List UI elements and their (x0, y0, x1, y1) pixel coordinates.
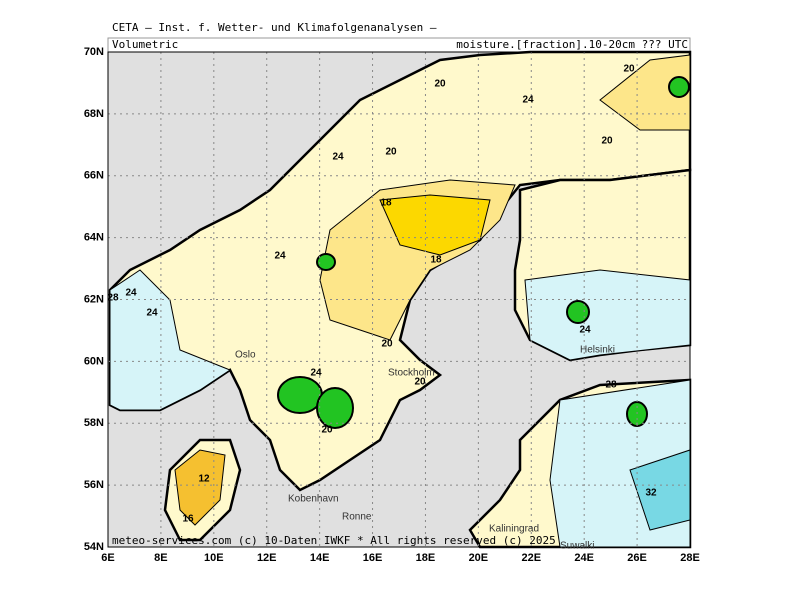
contour-label: 20 (321, 425, 333, 436)
wet-spot (566, 300, 590, 324)
footer-credit: meteo-services.com (c) 10-Daten IWKF * A… (112, 534, 556, 547)
header-left: Volumetric (112, 38, 178, 51)
contour-label: 20 (601, 136, 613, 147)
zone-driest (379, 194, 491, 256)
contour-label: 24 (310, 368, 322, 379)
place-label: Kaliningrad (489, 524, 539, 535)
contour-label: 28 (605, 380, 617, 391)
lat-label: 70N (84, 46, 104, 58)
zone-wet-finland (524, 269, 691, 361)
contour-label: 24 (125, 288, 137, 299)
lon-label: 26E (627, 552, 647, 564)
contour-label: 24 (332, 152, 344, 163)
place-label: Ronne (342, 512, 372, 523)
lon-label: 14E (310, 552, 330, 564)
contour-label: 20 (381, 339, 393, 350)
map-area (107, 50, 692, 549)
lat-label: 62N (84, 293, 104, 305)
lon-label: 10E (204, 552, 224, 564)
contour-label: 24 (522, 95, 534, 106)
contour-label: 20 (434, 79, 446, 90)
lat-label: 66N (84, 170, 104, 182)
contour-label: 20 (623, 64, 635, 75)
contour-label: 16 (182, 514, 194, 525)
contour-label: 24 (146, 308, 158, 319)
lon-label: 16E (363, 552, 383, 564)
contour-label: 24 (274, 251, 286, 262)
place-label: Helsinki (580, 345, 615, 356)
lon-label: 24E (574, 552, 594, 564)
place-label: Oslo (235, 350, 256, 361)
lon-label: 6E (101, 552, 114, 564)
header-title: CETA – Inst. f. Wetter- und Klimafolgena… (112, 21, 437, 34)
contour-label: 20 (414, 377, 426, 388)
lon-label: 28E (680, 552, 700, 564)
zone-orange-denmark (174, 449, 226, 526)
contour-label: 28 (107, 293, 119, 304)
place-label: Stockholm (388, 368, 435, 379)
zone-wet-west (109, 269, 232, 411)
lat-label: 60N (84, 355, 104, 367)
lon-label: 8E (154, 552, 167, 564)
contour-label: 18 (380, 198, 392, 209)
map-frame (107, 51, 691, 548)
lon-label: 22E (521, 552, 541, 564)
contour-label: 24 (579, 325, 591, 336)
lat-label: 64N (84, 232, 104, 244)
wet-spot (277, 376, 323, 414)
contour-label: 18 (430, 255, 442, 266)
contour-label: 12 (198, 474, 210, 485)
contour-label: 32 (645, 488, 657, 499)
lon-label: 20E (469, 552, 489, 564)
lat-label: 54N (84, 541, 104, 553)
header-right: moisture.[fraction].10-20cm ??? UTC (456, 38, 688, 51)
contour-label: 20 (385, 147, 397, 158)
wet-spot (316, 387, 354, 429)
lon-label: 12E (257, 552, 277, 564)
place-label: Suwalki (560, 541, 594, 552)
lat-label: 68N (84, 108, 104, 120)
lat-label: 58N (84, 417, 104, 429)
lat-label: 56N (84, 479, 104, 491)
place-label: Kobenhavn (288, 494, 339, 505)
wet-spot (316, 253, 336, 271)
wet-spot (668, 76, 690, 98)
lon-label: 18E (416, 552, 436, 564)
